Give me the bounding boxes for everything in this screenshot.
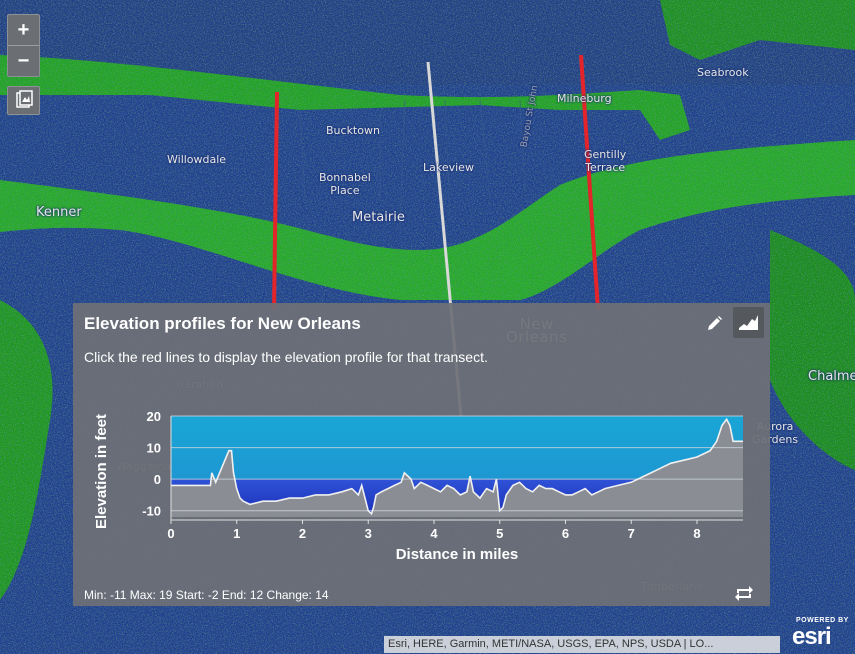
elevation-profile-icon: [739, 315, 758, 330]
elevation-profile-line[interactable]: [171, 417, 743, 516]
panel-description: Click the red lines to display the eleva…: [84, 349, 488, 365]
reverse-profile-button[interactable]: [732, 581, 756, 603]
edit-button[interactable]: [701, 311, 727, 337]
esri-logo: POWERED BY esri: [792, 617, 849, 650]
zoom-in-button[interactable]: +: [17, 19, 30, 41]
elevation-profile-panel: Elevation profiles for New Orleans Click…: [73, 303, 770, 606]
y-tick-label: -10: [142, 504, 161, 519]
place-label: Chalmet: [808, 369, 855, 384]
place-label: Bucktown: [326, 124, 380, 137]
x-tick-label: 6: [562, 526, 569, 541]
ground-profile-area: [171, 419, 743, 517]
transect-line-east[interactable]: [579, 54, 600, 311]
place-label: Gentilly Terrace: [584, 148, 627, 174]
zoom-control: + −: [7, 14, 40, 77]
x-tick-label: 4: [430, 526, 438, 541]
y-tick-label: 20: [147, 409, 161, 424]
zoom-out-button[interactable]: −: [17, 50, 30, 72]
x-tick-label: 1: [233, 526, 240, 541]
swap-arrows-icon: [735, 586, 753, 601]
place-label: Milneburg: [557, 92, 612, 105]
y-tick-label: 10: [147, 441, 161, 456]
x-tick-label: 0: [167, 526, 174, 541]
map-attribution[interactable]: Esri, HERE, Garmin, METI/NASA, USGS, EPA…: [384, 636, 780, 653]
basemap-toggle-icon: [16, 90, 33, 108]
panel-title: Elevation profiles for New Orleans: [84, 314, 361, 333]
place-label: Metairie: [352, 210, 405, 225]
place-label: Lakeview: [423, 161, 474, 174]
transect-line-west[interactable]: [272, 91, 279, 311]
x-tick-label: 5: [496, 526, 503, 541]
place-label: Willowdale: [167, 153, 227, 166]
place-label: Bonnabel Place: [319, 171, 371, 197]
x-tick-label: 2: [299, 526, 306, 541]
place-label: Kenner: [36, 205, 82, 220]
y-axis-title: Elevation in feet: [93, 414, 110, 529]
x-tick-label: 8: [693, 526, 700, 541]
elevation-profile-chart[interactable]: 20 10 0 -10 0 1 2 3 4 5 6 7 8 Distance in miles Elevat…: [87, 398, 757, 573]
x-tick-label: 3: [365, 526, 372, 541]
zoom-divider: [8, 45, 39, 46]
place-label: Seabrook: [697, 66, 749, 79]
basemap-toggle-button[interactable]: [7, 86, 40, 115]
x-axis-title: Distance in miles: [396, 546, 519, 563]
profile-stats: Min: -11 Max: 19 Start: -2 End: 12 Chang…: [84, 588, 329, 602]
x-tick-label: 7: [628, 526, 635, 541]
elevation-profile-button[interactable]: [733, 307, 764, 338]
road-network: [299, 99, 526, 231]
y-tick-label: 0: [154, 472, 161, 487]
pencil-icon: [708, 316, 722, 330]
